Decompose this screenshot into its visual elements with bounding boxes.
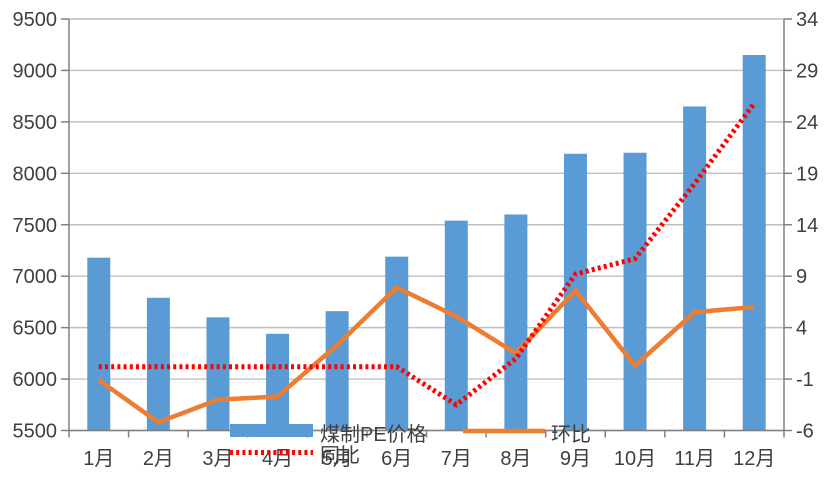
- left-axis-tick-label: 6500: [13, 318, 58, 340]
- right-axis-tick-label: 14: [796, 215, 818, 237]
- legend-label-pe-price: 煤制PE价格: [320, 423, 427, 446]
- x-axis-label-2月: 2月: [143, 448, 174, 470]
- legend-bar-swatch: [230, 424, 313, 437]
- x-axis-label-3月: 3月: [202, 448, 233, 470]
- x-axis-label-8月: 8月: [500, 448, 531, 470]
- left-axis-tick-label: 8500: [13, 112, 58, 134]
- left-axis-tick-label: 5500: [13, 421, 58, 443]
- right-axis-tick-label: -1: [796, 369, 814, 391]
- left-axis-tick-label: 6000: [13, 369, 58, 391]
- right-axis-tick-label: 29: [796, 60, 818, 82]
- bar-3月: [206, 317, 230, 431]
- bar-1月: [87, 257, 111, 431]
- x-axis-label-12月: 12月: [733, 448, 775, 470]
- left-axis-tick-label: 9500: [13, 9, 58, 31]
- yoy-line: [98, 101, 757, 408]
- bar-8月: [504, 214, 528, 431]
- x-axis-label-1月: 1月: [83, 448, 114, 470]
- bar-2月: [146, 297, 170, 431]
- left-axis-tick-label: 7000: [13, 266, 58, 288]
- x-axis-label-11月: 11月: [674, 448, 715, 470]
- x-axis-label-10月: 10月: [614, 448, 656, 470]
- right-axis-tick-label: 19: [796, 163, 818, 185]
- bar-5月: [325, 311, 349, 431]
- bar-11月: [683, 106, 707, 431]
- bar-10月: [623, 152, 647, 431]
- right-axis-tick-label: -6: [796, 421, 814, 443]
- x-axis-label-5月: 5月: [322, 448, 353, 470]
- bar-6月: [385, 256, 409, 431]
- right-axis-tick-label: 9: [796, 266, 807, 288]
- legend-label-yoy: 同比: [320, 444, 360, 467]
- right-axis-tick-label: 4: [796, 318, 807, 340]
- left-axis-tick-label: 7500: [13, 215, 58, 237]
- bar-12月: [742, 55, 766, 431]
- x-axis-label-7月: 7月: [441, 448, 472, 470]
- right-axis-tick-label: 34: [796, 9, 818, 31]
- left-axis-tick-label: 9000: [13, 60, 58, 82]
- bar-4月: [266, 333, 290, 431]
- left-axis-tick-label: 8000: [13, 163, 58, 185]
- right-axis-tick-label: 24: [796, 112, 818, 134]
- legend-label-mom: 环比: [551, 423, 591, 446]
- x-axis-label-6月: 6月: [381, 448, 412, 470]
- x-axis-label-9月: 9月: [560, 448, 591, 470]
- bar-7月: [444, 220, 468, 431]
- mom-line: [97, 284, 755, 425]
